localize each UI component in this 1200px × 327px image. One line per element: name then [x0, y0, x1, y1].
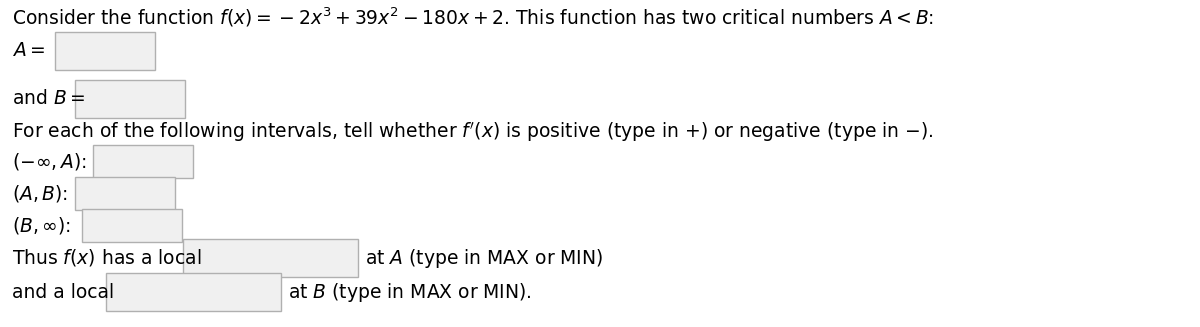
Text: $(A, B)$:: $(A, B)$:: [12, 182, 68, 203]
Text: $A = $: $A = $: [12, 42, 46, 60]
FancyBboxPatch shape: [74, 80, 185, 118]
FancyBboxPatch shape: [74, 177, 175, 210]
Text: $(B, \infty)$:: $(B, \infty)$:: [12, 215, 71, 235]
Text: and a local: and a local: [12, 283, 114, 301]
Text: at $B$ (type in MAX or MIN).: at $B$ (type in MAX or MIN).: [288, 281, 532, 303]
Text: $(-\infty, A)$:: $(-\infty, A)$:: [12, 150, 86, 171]
Text: and $B = $: and $B = $: [12, 89, 85, 108]
Text: Thus $f(x)$ has a local: Thus $f(x)$ has a local: [12, 248, 202, 268]
FancyBboxPatch shape: [94, 145, 193, 178]
Text: Consider the function $f(x) = -2x^3 + 39x^2 - 180x + 2$. This function has two c: Consider the function $f(x) = -2x^3 + 39…: [12, 5, 934, 29]
FancyBboxPatch shape: [106, 273, 281, 311]
FancyBboxPatch shape: [55, 32, 155, 70]
FancyBboxPatch shape: [82, 209, 182, 242]
FancyBboxPatch shape: [182, 239, 358, 277]
Text: For each of the following intervals, tell whether $f'(x)$ is positive (type in $: For each of the following intervals, tel…: [12, 120, 934, 144]
Text: at $A$ (type in MAX or MIN): at $A$ (type in MAX or MIN): [365, 247, 604, 269]
